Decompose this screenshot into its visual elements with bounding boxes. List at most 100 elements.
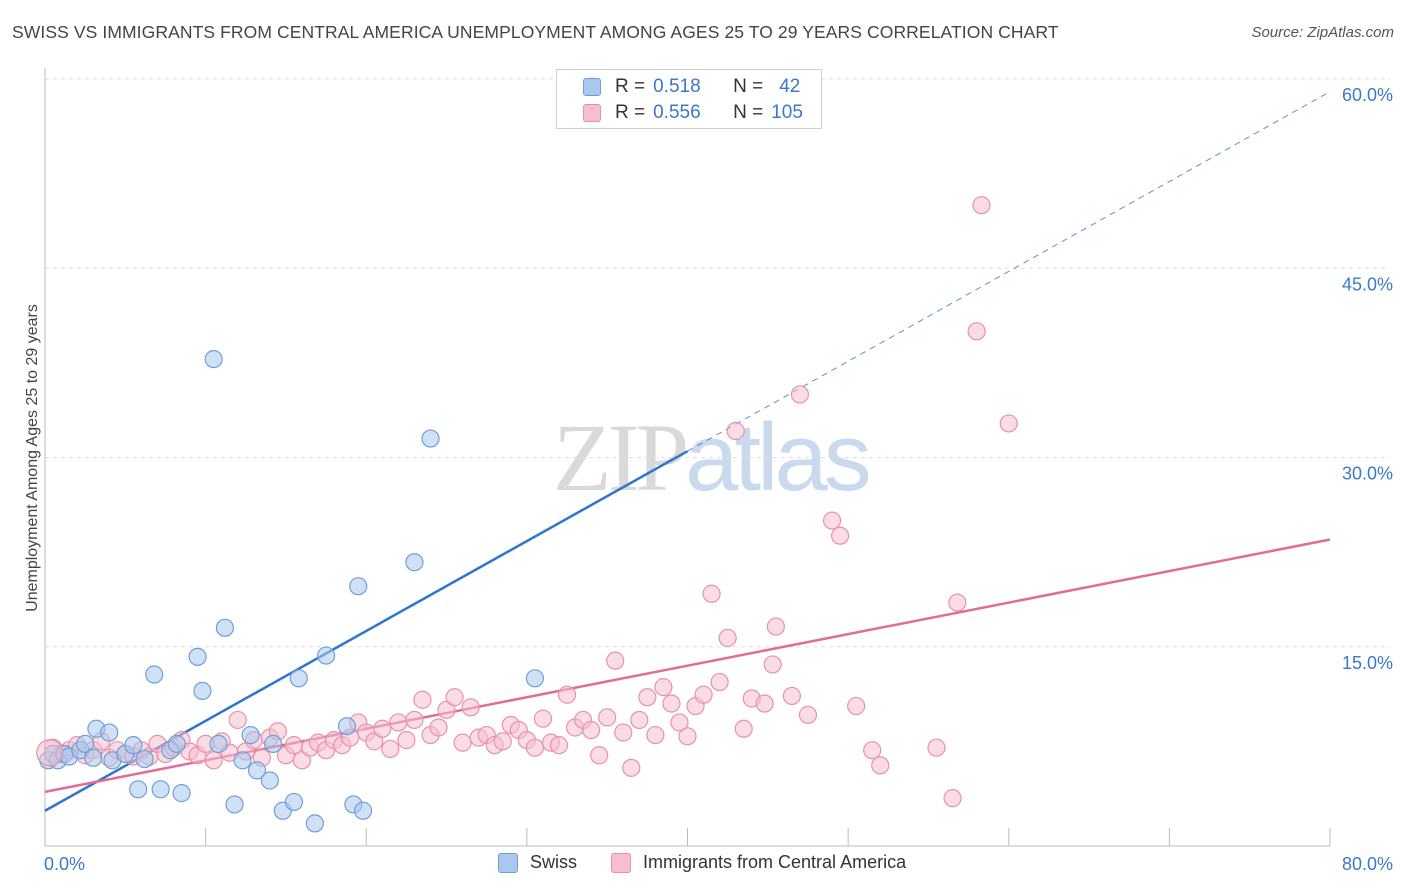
point-swiss: [84, 748, 103, 767]
point-central-america: [557, 685, 577, 704]
point-central-america: [972, 196, 991, 215]
series-legend-swiss: Swiss: [498, 852, 577, 873]
point-central-america: [847, 696, 866, 716]
point-swiss: [167, 734, 186, 753]
point-central-america: [766, 617, 785, 636]
point-central-america: [678, 727, 697, 746]
point-swiss: [241, 725, 260, 745]
legend-n-label: N =: [733, 102, 764, 123]
point-central-america: [590, 746, 609, 765]
grid-lines: [45, 78, 1390, 648]
point-swiss: [316, 646, 336, 665]
point-central-america: [36, 739, 64, 767]
point-central-america: [755, 694, 774, 713]
point-swiss: [188, 647, 207, 666]
point-swiss: [525, 669, 545, 688]
point-central-america: [948, 593, 967, 612]
series-legend-central-america: Immigrants from Central America: [611, 852, 906, 873]
point-swiss: [151, 780, 170, 799]
point-central-america: [943, 789, 962, 808]
point-central-america: [670, 713, 689, 732]
point-swiss: [100, 723, 119, 742]
y-tick-label: 60.0%: [1342, 85, 1393, 105]
point-swiss: [421, 429, 440, 448]
point-central-america: [549, 736, 569, 755]
point-central-america: [284, 736, 304, 755]
point-central-america: [830, 526, 850, 545]
point-swiss: [289, 669, 308, 688]
point-central-america: [927, 738, 946, 757]
point-swiss: [135, 749, 154, 769]
point-central-america: [445, 688, 464, 707]
point-swiss: [349, 577, 368, 596]
point-central-america: [405, 710, 424, 730]
series-swatch-swiss: [498, 852, 518, 873]
point-swiss: [233, 751, 252, 770]
point-swiss: [76, 734, 95, 753]
point-swiss: [260, 771, 279, 790]
point-central-america: [397, 731, 416, 750]
point-swiss: [305, 814, 324, 833]
point-swiss: [405, 553, 424, 572]
point-central-america: [582, 720, 601, 740]
point-central-america: [228, 710, 247, 730]
legend-r-value: 0.518: [653, 76, 701, 97]
legend-n-label: N =: [733, 76, 764, 97]
point-swiss: [247, 761, 267, 780]
point-swiss: [353, 801, 373, 820]
legend-r-value: 0.556: [653, 102, 701, 123]
chart-title: SWISS VS IMMIGRANTS FROM CENTRAL AMERICA…: [12, 22, 1059, 42]
point-swiss: [263, 734, 283, 753]
point-swiss: [209, 734, 228, 753]
point-central-america: [389, 713, 408, 732]
y-axis-label: Unemployment Among Ages 25 to 29 years: [24, 304, 41, 612]
x-tick-label: 80.0%: [1342, 854, 1393, 874]
point-central-america: [453, 733, 472, 752]
point-central-america: [373, 719, 392, 738]
y-tick-label: 45.0%: [1342, 274, 1393, 294]
point-central-america: [726, 421, 745, 441]
point-central-america: [710, 672, 729, 692]
point-swiss: [215, 618, 234, 637]
legend-r-label: R =: [615, 76, 646, 97]
point-central-america: [598, 708, 617, 727]
point-central-america: [702, 584, 721, 603]
legend-row-swiss: R = 0.518 N = 42: [557, 74, 800, 100]
point-central-america: [798, 705, 818, 724]
point-swiss: [284, 792, 304, 812]
source-label: Source: ZipAtlas.com: [1251, 24, 1394, 41]
point-central-america: [525, 738, 545, 757]
point-swiss: [145, 665, 164, 684]
point-central-america: [493, 732, 512, 751]
point-central-america: [790, 385, 810, 404]
point-central-america: [461, 698, 480, 717]
point-swiss: [172, 784, 191, 803]
legend-swatch-swiss: [583, 78, 601, 96]
legend-swatch-central-america: [583, 104, 601, 122]
point-central-america: [381, 739, 400, 759]
x-tick-label: 0.0%: [44, 854, 85, 874]
axes: [44, 68, 1331, 847]
trend-line-swiss-extension: [687, 91, 1331, 452]
legend-n-value: 42: [779, 76, 801, 97]
point-central-america: [763, 655, 782, 674]
point-swiss: [129, 780, 148, 799]
point-central-america: [694, 685, 713, 704]
y-tick-label: 15.0%: [1342, 653, 1393, 673]
legend-row-central-america: R = 0.556 N = 105: [557, 100, 803, 126]
point-central-america: [822, 511, 842, 530]
point-swiss: [204, 349, 223, 369]
point-central-america: [646, 725, 665, 745]
point-central-america: [662, 694, 681, 713]
series-legend: Swiss Immigrants from Central America: [498, 852, 940, 873]
point-central-america: [606, 651, 625, 670]
point-swiss: [225, 795, 244, 814]
series-swatch-central-america: [611, 852, 632, 873]
legend-r-label: R =: [615, 102, 646, 123]
point-central-america: [967, 322, 986, 341]
point-central-america: [429, 718, 448, 737]
data-points: [36, 196, 1018, 833]
point-central-america: [204, 751, 223, 770]
point-central-america: [871, 756, 890, 775]
